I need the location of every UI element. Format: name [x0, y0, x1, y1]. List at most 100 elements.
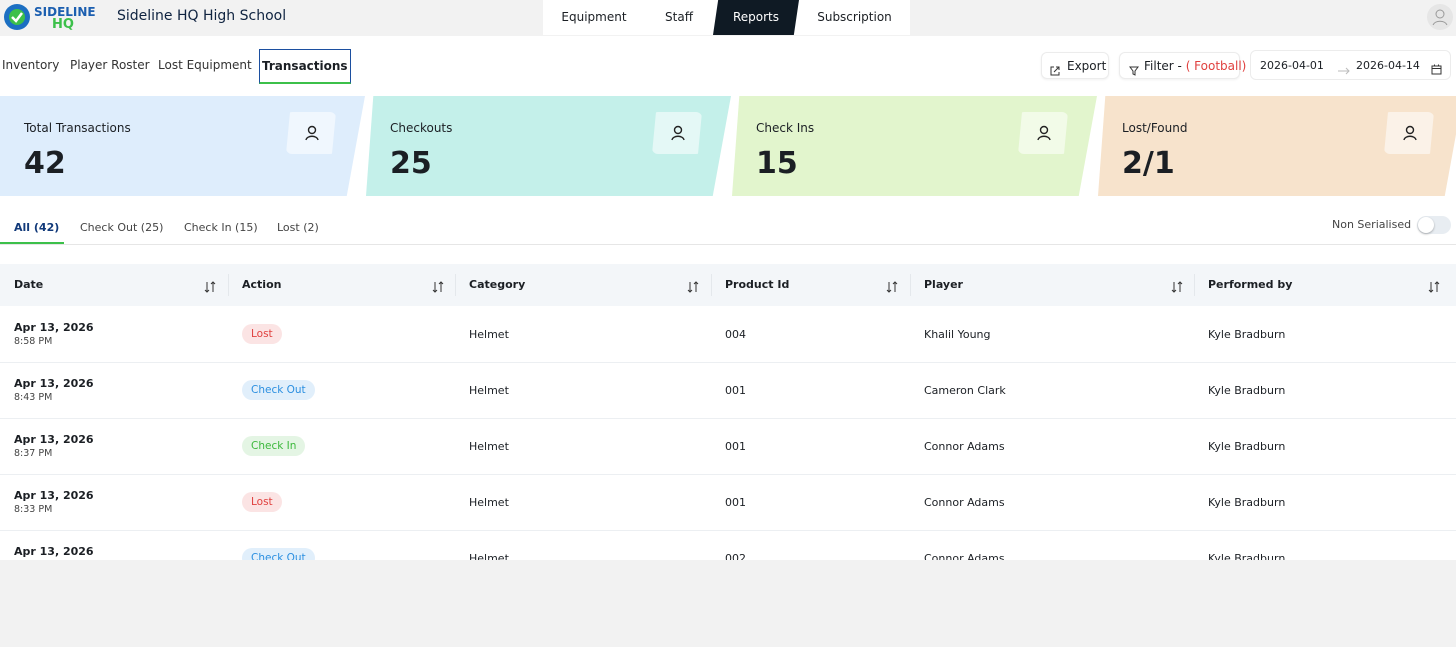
subnav-item[interactable]: Inventory	[2, 58, 60, 72]
card-title: Lost/Found	[1122, 121, 1188, 135]
date: Apr 13, 2026	[14, 433, 94, 446]
card-glyph-part	[671, 135, 685, 141]
date-range[interactable]: 2026-04-01 2026-04-14	[1250, 50, 1451, 80]
card-value: 25	[390, 146, 432, 181]
filter-tab[interactable]: Lost (2)	[277, 221, 319, 234]
filter-tab[interactable]: Check Out (25)	[80, 221, 164, 234]
nav-item[interactable]: Equipment	[543, 0, 645, 35]
subnav-item[interactable]: Transactions	[259, 49, 351, 84]
sort-icon-part	[1428, 281, 1440, 293]
stat-card: Check Ins 15	[732, 96, 1097, 196]
avatar-part	[1432, 20, 1448, 26]
column-header[interactable]: Performed by	[1208, 278, 1293, 291]
filter-tab[interactable]: Check In (15)	[184, 221, 258, 234]
column-header[interactable]: Product Id	[725, 278, 790, 291]
card-glyph-part	[1403, 125, 1417, 141]
sort-icon-part	[886, 281, 898, 293]
action-badge: Check Out	[242, 380, 315, 400]
filter-label: Filter -	[1144, 59, 1186, 73]
performed-by: Kyle Bradburn	[1208, 440, 1286, 453]
calendar-icon-part	[1432, 64, 1441, 69]
column-divider	[910, 274, 911, 296]
time: 8:33 PM	[14, 504, 53, 515]
column-header[interactable]: Player	[924, 278, 963, 291]
column-header[interactable]: Action	[242, 278, 282, 291]
sort-icon-part	[204, 281, 216, 293]
stat-card: Total Transactions 42	[0, 96, 365, 196]
table: Date Action Category Product Id Player Perfor…	[0, 264, 1456, 560]
toggle-knob	[1418, 217, 1434, 233]
logo-icon	[2, 2, 32, 32]
filter-button[interactable]: Filter - ( Football)	[1119, 52, 1246, 79]
filter-icon-part	[1129, 66, 1139, 76]
nav-item[interactable]: Staff	[645, 0, 713, 35]
card-glyph-part	[305, 135, 319, 141]
filter-icon	[1129, 61, 1139, 76]
date-arrow-part	[1338, 67, 1350, 75]
sort-icon-part	[204, 281, 216, 293]
nav-label: Subscription	[817, 10, 892, 24]
date-from: 2026-04-01	[1260, 59, 1324, 72]
export-button[interactable]: Export	[1041, 52, 1109, 79]
category: Helmet	[469, 384, 509, 397]
date-arrow-part	[1338, 67, 1350, 75]
nav-label: Equipment	[561, 10, 627, 24]
date: Apr 13, 2026	[14, 545, 94, 558]
nav-item[interactable]: Subscription	[799, 0, 910, 35]
card-value: 42	[24, 146, 66, 181]
avatar-part	[1427, 4, 1453, 30]
subnav-item[interactable]: Lost Equipment	[158, 58, 252, 72]
table-row: Apr 13, 2026 8:58 PM Lost Helmet 004 Khalil Y…	[0, 307, 1456, 363]
time: 8:43 PM	[14, 392, 53, 403]
card-title: Check Ins	[756, 121, 815, 135]
filter-text: Filter - ( Football)	[1144, 59, 1246, 73]
calendar-icon-part	[1431, 64, 1442, 75]
export-icon-part	[1050, 66, 1060, 76]
card-glyph	[1401, 124, 1419, 142]
player: Khalil Young	[924, 328, 991, 341]
column-header[interactable]: Date	[14, 278, 44, 291]
product-id: 001	[725, 440, 746, 453]
filter-value: ( Football)	[1185, 59, 1247, 73]
column-divider	[228, 274, 229, 296]
filter-icon-part	[1129, 66, 1139, 76]
logo-icon-part	[4, 4, 30, 30]
category: Helmet	[469, 328, 509, 341]
column-divider	[711, 274, 712, 296]
card-glyph	[1035, 124, 1053, 142]
time: 8:37 PM	[14, 448, 53, 459]
player: Cameron Clark	[924, 384, 1006, 397]
logo-icon-part	[11, 12, 23, 23]
player: Connor Adams	[924, 552, 1005, 560]
card-icon	[286, 112, 336, 154]
player: Connor Adams	[924, 440, 1005, 453]
table-row: Apr 13, 2026 8:37 PM Check In Helmet 001 Conn…	[0, 419, 1456, 475]
tabs-divider	[0, 244, 1456, 245]
logo-top: SIDELINE	[34, 5, 96, 19]
calendar-icon-part	[1431, 65, 1442, 75]
sort-icon-part	[1171, 281, 1183, 293]
product-id: 004	[725, 328, 746, 341]
category: Helmet	[469, 552, 509, 560]
subnav-item[interactable]: Player Roster	[70, 58, 150, 72]
time: 8:58 PM	[14, 336, 53, 347]
stat-card: Lost/Found 2/1	[1098, 96, 1456, 196]
filter-tab[interactable]: All (42)	[14, 221, 60, 234]
performed-by: Kyle Bradburn	[1208, 552, 1286, 560]
nav-item[interactable]: Reports	[713, 0, 799, 35]
avatar-part	[1427, 4, 1453, 30]
avatar-part	[1435, 9, 1445, 19]
card-glyph	[669, 124, 687, 142]
card-icon	[652, 112, 702, 154]
category: Helmet	[469, 496, 509, 509]
action-badge: Check In	[242, 436, 306, 456]
column-header[interactable]: Category	[469, 278, 526, 291]
card-glyph-part	[1405, 125, 1415, 135]
nav-label: Reports	[732, 10, 780, 24]
toggle[interactable]	[1417, 216, 1451, 234]
sort-icon-part	[1171, 281, 1183, 293]
toggle-label: Non Serialised	[1332, 218, 1412, 231]
